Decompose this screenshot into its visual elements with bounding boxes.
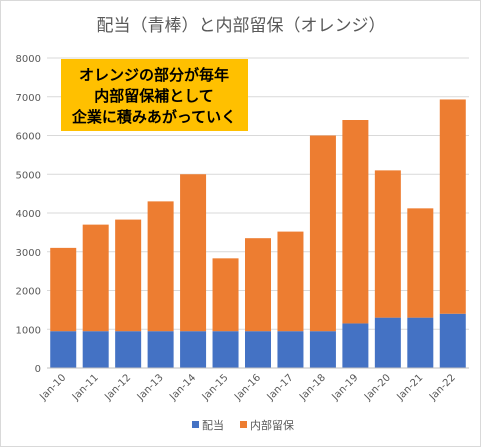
x-tick-label: Jan-19 [330,372,361,403]
x-tick-label: Jan-16 [232,372,263,403]
legend-swatch-dividend [192,421,199,428]
y-tick-label: 4000 [16,209,41,220]
y-tick-label: 3000 [16,248,41,259]
bar-dividend-Jan-13 [147,331,174,368]
bar-dividend-Jan-20 [374,317,401,368]
y-tick-label: 8000 [16,54,41,65]
legend: 配当 内部留保 [192,418,294,432]
bar-retained-Jan-15 [212,258,239,332]
bar-dividend-Jan-12 [115,331,142,368]
bar-dividend-Jan-22 [439,313,466,368]
bar-retained-Jan-14 [180,174,207,332]
x-tick-label: Jan-17 [265,372,296,403]
callout-box [61,59,248,131]
x-axis: Jan-10 Jan-11 Jan-12 Jan-13 Jan-14 Jan-15 Jan-… [37,367,469,403]
legend-swatch-retained [240,421,247,428]
y-tick-label: 2000 [16,287,41,298]
x-tick-label: Jan-18 [297,372,328,403]
y-tick-label: 0 [35,364,41,375]
bar-dividend-Jan-11 [82,331,109,368]
y-tick-label: 6000 [16,132,41,143]
x-tick-label: Jan-15 [200,372,231,403]
callout-line-1: オレンジの部分が毎年 [79,66,229,84]
bar-retained-Jan-10 [50,247,77,332]
legend-label-retained: 内部留保 [250,418,294,432]
bar-dividend-Jan-14 [180,331,207,368]
bar-dividend-Jan-16 [245,331,271,368]
bar-dividend-Jan-17 [277,331,304,368]
bar-dividend-Jan-21 [407,317,434,368]
bar-retained-Jan-22 [439,99,466,314]
bar-dividend-Jan-10 [50,331,77,368]
bar-dividend-Jan-19 [342,323,369,368]
bar-retained-Jan-13 [147,201,174,332]
bars [50,99,466,368]
x-tick-label: Jan-10 [37,372,68,403]
x-tick-label: Jan-11 [70,372,101,403]
bar-retained-Jan-11 [82,224,109,332]
y-tick-label: 5000 [16,170,41,181]
x-tick-label: Jan-13 [135,372,166,403]
x-tick-label: Jan-21 [394,372,425,403]
y-axis: 0 1000 2000 3000 4000 5000 6000 7000 8000 [16,54,41,375]
callout-line-3: 企業に積みあがっていく [71,108,236,126]
bar-retained-Jan-17 [277,231,304,332]
x-tick-label: Jan-12 [102,372,133,403]
callout: オレンジの部分が毎年 内部留保補として 企業に積みあがっていく [61,59,248,131]
legend-label-dividend: 配当 [202,418,224,432]
bar-retained-Jan-16 [245,238,271,332]
bar-dividend-Jan-15 [212,331,239,368]
bar-retained-Jan-12 [115,219,142,332]
callout-line-2: 内部留保補として [94,87,214,105]
chart-title: 配当（青棒）と内部留保（オレンジ） [97,16,386,36]
bar-retained-Jan-18 [309,135,336,332]
bar-retained-Jan-21 [407,208,434,318]
bar-retained-Jan-20 [374,170,401,318]
x-tick-label: Jan-20 [362,372,393,403]
bar-dividend-Jan-18 [309,331,336,368]
bar-retained-Jan-19 [342,120,369,324]
x-tick-label: Jan-22 [427,372,458,403]
y-tick-label: 7000 [16,93,41,104]
y-tick-label: 1000 [16,325,41,336]
x-tick-label: Jan-14 [167,372,198,403]
